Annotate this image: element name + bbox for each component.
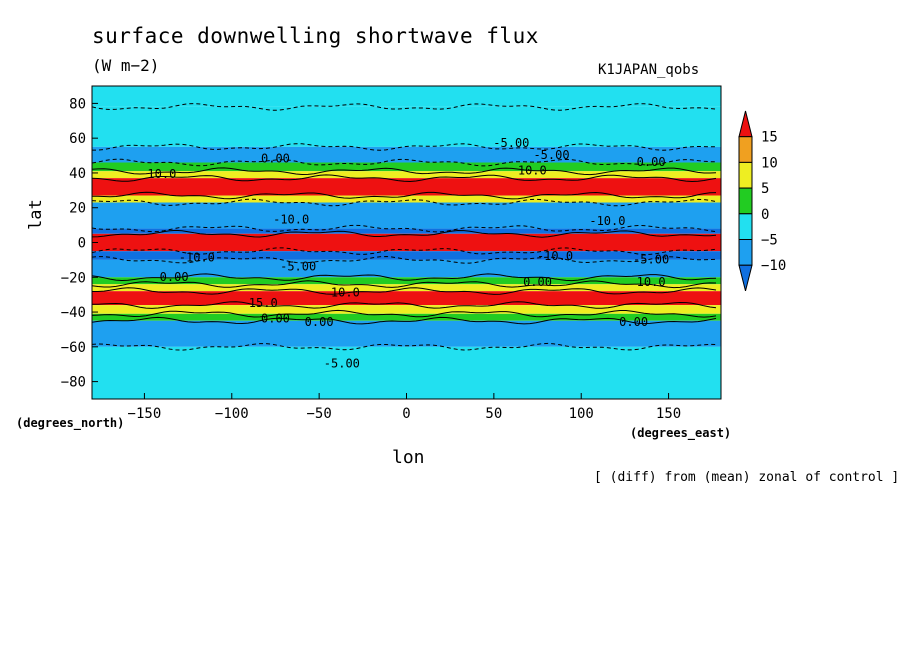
y-tick-label: 0	[78, 236, 86, 252]
zonal-band	[92, 284, 721, 292]
zonal-band	[92, 320, 721, 347]
x-tick-label: 150	[656, 406, 681, 422]
contour-label: -10.0	[273, 212, 309, 226]
zonal-band	[92, 233, 721, 252]
contour-line	[92, 167, 717, 176]
contour-line	[92, 316, 717, 325]
x-tick-label: 50	[485, 406, 502, 422]
contour-line	[92, 280, 717, 289]
colorbar-top-arrow	[738, 110, 753, 138]
filled-contour-bands	[92, 86, 721, 399]
zonal-band	[92, 291, 721, 306]
contour-line	[92, 191, 717, 200]
zonal-band	[92, 162, 721, 172]
zonal-band	[92, 195, 721, 203]
dataset-name: K1JAPAN_qobs	[598, 62, 700, 78]
contour-line	[92, 287, 717, 295]
contour-label: 0.00	[619, 315, 648, 329]
contour-label: -10.0	[537, 249, 573, 263]
y-tick-label: −60	[61, 340, 86, 356]
contour-label: 0.00	[305, 315, 334, 329]
y-tick-label: 80	[69, 96, 86, 112]
contour-label: -5.00	[493, 136, 529, 150]
colorbar: 15 10 5 0 −5 −10	[738, 110, 786, 292]
colorbar-label: −5	[761, 233, 778, 249]
zonal-band	[92, 178, 721, 196]
y-tick-label: 60	[69, 131, 86, 147]
x-tick-label: −150	[128, 406, 162, 422]
zonal-band	[92, 251, 721, 260]
contour-line	[92, 309, 717, 318]
x-tick-label: 100	[569, 406, 594, 422]
colorbar-swatch	[738, 187, 753, 215]
x-axis-units: (degrees_east)	[630, 426, 732, 440]
footnote: [ (diff) from (mean) zonal of control ]	[594, 470, 900, 485]
chart-title: surface downwelling shortwave flux	[92, 24, 539, 48]
contour-label: 0.00	[160, 270, 189, 284]
x-axis-label: lon	[392, 447, 425, 468]
colorbar-label: −10	[761, 258, 786, 274]
colorbar-label: 0	[761, 207, 769, 223]
contour-label: -5.00	[633, 252, 669, 266]
colorbar-label: 10	[761, 155, 778, 171]
y-tick-label: −80	[61, 375, 86, 391]
contour-label: 0.00	[523, 275, 552, 289]
contour-label: -5.00	[324, 357, 360, 371]
y-tick-label: −40	[61, 305, 86, 321]
contour-line	[92, 273, 717, 282]
colorbar-label: 5	[761, 181, 769, 197]
contour-label: 10.0	[147, 167, 176, 181]
zonal-band	[92, 277, 721, 285]
colorbar-bottom-arrow	[738, 264, 753, 292]
colorbar-swatch	[738, 213, 753, 241]
contour-line	[92, 229, 717, 238]
contour-label: -10.0	[179, 251, 215, 265]
x-tick-label: −100	[215, 406, 249, 422]
zonal-band	[92, 305, 721, 314]
contour-label: 15.0	[249, 296, 278, 310]
contour-label: 10.0	[637, 275, 666, 289]
y-axis-ticks: 80 60 40 20 0 −20 −40 −60 −80	[61, 96, 98, 391]
contour-line	[92, 301, 717, 309]
contour-label: -5.00	[280, 259, 316, 273]
colorbar-swatch	[738, 161, 753, 189]
zonal-band	[92, 313, 721, 321]
zonal-band	[92, 228, 721, 234]
zonal-band	[92, 202, 721, 229]
contour-label: 0.00	[637, 155, 666, 169]
zonal-band	[92, 259, 721, 278]
y-tick-label: 40	[69, 166, 86, 182]
contour-label: -5.00	[533, 148, 569, 162]
contour-labels: -5.00 -5.00 10.0 10.0 0.00 0.00 -10.0 -10.0 -10.…	[147, 136, 669, 371]
contour-label: 0.00	[261, 152, 290, 166]
zonal-band	[92, 86, 721, 107]
contour-lines	[92, 103, 717, 351]
colorbar-swatch	[738, 136, 753, 163]
contour-label: -10.0	[589, 214, 625, 228]
y-axis-units: (degrees_north)	[16, 416, 125, 430]
x-axis-ticks: −150 −100 −50 0 50 100 150	[128, 393, 681, 422]
y-tick-label: −20	[61, 270, 86, 286]
x-tick-label: −50	[306, 406, 331, 422]
contour-label: 10.0	[518, 164, 547, 178]
zonal-band	[92, 346, 721, 399]
chart-units: (W m−2)	[92, 56, 160, 75]
zonal-band	[92, 171, 721, 179]
colorbar-label: 15	[761, 130, 778, 146]
zonal-band	[92, 106, 721, 147]
colorbar-swatch	[738, 239, 753, 266]
zonal-band	[92, 146, 721, 163]
y-tick-label: 20	[69, 201, 86, 217]
contour-label: 0.00	[261, 311, 290, 325]
contour-line	[92, 174, 717, 183]
x-tick-label: 0	[402, 406, 410, 422]
contour-label: 10.0	[331, 285, 360, 299]
